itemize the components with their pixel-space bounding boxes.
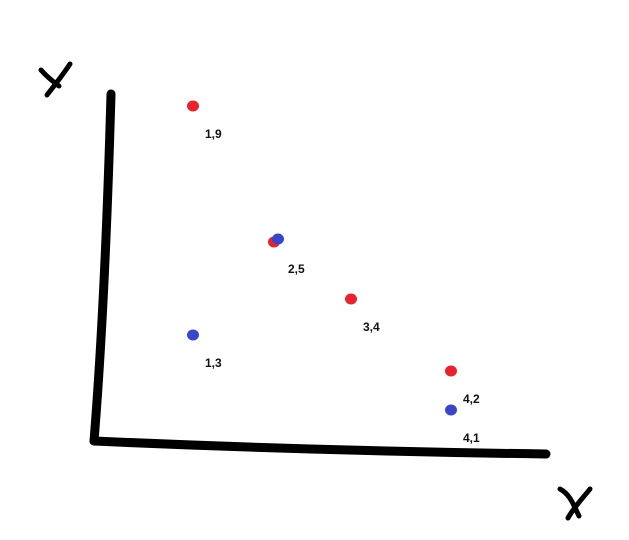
data-point-blue-4-1 — [445, 404, 457, 416]
y-axis-label — [38, 61, 73, 98]
point-label-4-1: 4,1 — [463, 431, 480, 445]
x-axis-label-stroke-2 — [565, 486, 593, 521]
point-label-3-4: 3,4 — [363, 320, 380, 334]
data-point-blue-1-3 — [187, 329, 199, 341]
labels-layer: 1,9 2,5 3,4 1,3 4,2 4,1 — [205, 127, 480, 445]
x-axis-line — [89, 436, 551, 459]
x-axis-label-stroke-1 — [557, 486, 582, 519]
data-point-red-1-9 — [187, 100, 199, 112]
point-label-2-5: 2,5 — [288, 262, 305, 276]
point-label-4-2: 4,2 — [463, 392, 480, 406]
data-point-red-3-4 — [345, 293, 357, 305]
point-label-1-3: 1,3 — [205, 356, 222, 370]
data-point-blue-2-5 — [272, 233, 284, 245]
y-axis-label-stroke-2 — [44, 61, 73, 98]
y-axis-label-stroke-1 — [38, 67, 62, 89]
points-layer — [187, 100, 457, 416]
point-label-1-9: 1,9 — [205, 127, 222, 141]
data-point-red-4-2 — [445, 365, 457, 377]
x-axis-label — [557, 486, 593, 521]
y-axis-line — [89, 89, 116, 446]
